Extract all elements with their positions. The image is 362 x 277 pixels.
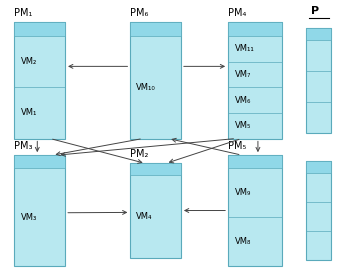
- Bar: [228, 22, 282, 36]
- Bar: [228, 22, 282, 138]
- Bar: [130, 22, 181, 138]
- Bar: [130, 163, 181, 175]
- Text: PM₄: PM₄: [228, 8, 247, 18]
- Text: PM₆: PM₆: [130, 8, 149, 18]
- Text: PM₁: PM₁: [14, 8, 33, 18]
- Text: VM₆: VM₆: [235, 96, 251, 105]
- Text: P: P: [311, 6, 319, 16]
- Text: VM₃: VM₃: [21, 213, 37, 222]
- Bar: [130, 22, 181, 36]
- Text: VM₁₁: VM₁₁: [235, 44, 254, 53]
- Bar: [306, 161, 331, 260]
- Text: VM₂: VM₂: [21, 57, 37, 66]
- Text: VM₄: VM₄: [136, 212, 153, 221]
- Text: PM₂: PM₂: [130, 149, 149, 159]
- Text: PM₅: PM₅: [228, 141, 246, 151]
- Bar: [14, 155, 65, 266]
- Text: PM₃: PM₃: [14, 141, 33, 151]
- Bar: [306, 28, 331, 40]
- Bar: [14, 22, 65, 36]
- Bar: [14, 22, 65, 138]
- Text: VM₉: VM₉: [235, 188, 251, 197]
- Text: VM₅: VM₅: [235, 121, 251, 130]
- Text: VM₁: VM₁: [21, 108, 37, 117]
- Bar: [228, 155, 282, 168]
- Bar: [14, 155, 65, 168]
- Bar: [306, 28, 331, 133]
- Text: VM₈: VM₈: [235, 237, 251, 246]
- Bar: [306, 161, 331, 173]
- Text: VM₇: VM₇: [235, 70, 251, 79]
- Bar: [130, 163, 181, 258]
- Bar: [228, 155, 282, 266]
- Text: VM₁₀: VM₁₀: [136, 83, 156, 92]
